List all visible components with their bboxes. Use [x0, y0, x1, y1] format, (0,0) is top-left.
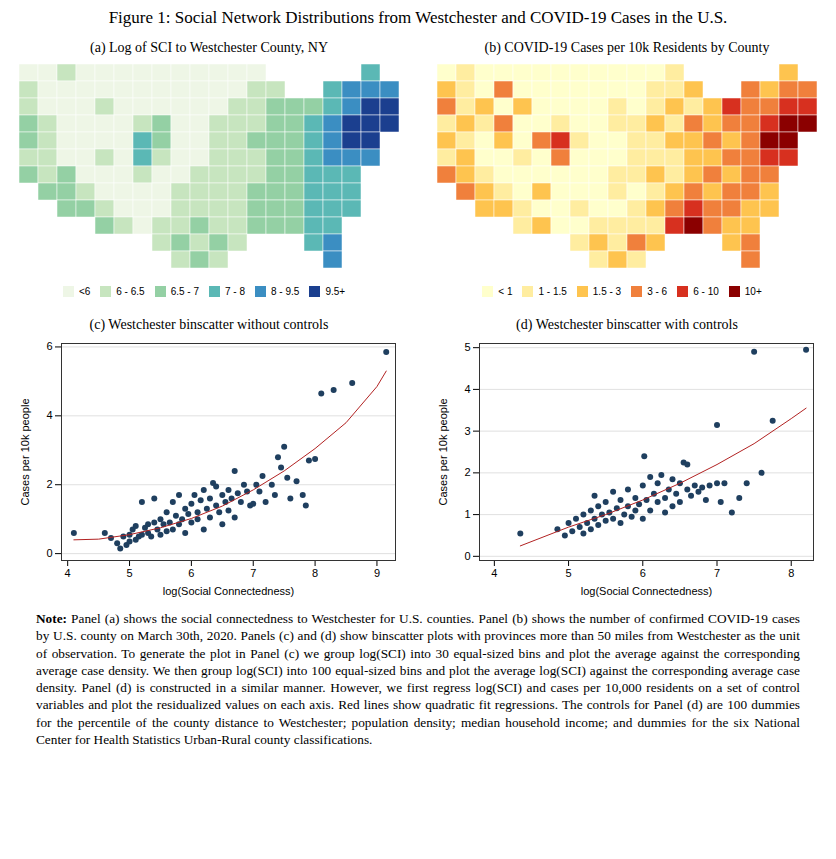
svg-text:8: 8	[312, 567, 318, 579]
svg-text:2: 2	[46, 478, 52, 490]
svg-text:4: 4	[65, 567, 71, 579]
html-text:(b) COVID-19 Cases per 10k Res: (b) COVID-19 Cases per 10k Residents by …	[484, 40, 770, 55]
html-text:Note: Panel (a) shows the soci: Note: Panel (a) shows the social connect…	[36, 611, 800, 747]
svg-text:5: 5	[566, 567, 572, 579]
svg-text:9: 9	[374, 567, 380, 579]
html-text:3 - 6: 3 - 6	[647, 286, 668, 297]
html-text:Figure 1: Social Network Distr: Figure 1: Social Network Distributions f…	[108, 8, 728, 27]
html-text:<6: <6	[78, 286, 91, 297]
svg-text:4: 4	[46, 409, 52, 421]
html-text:(a) Log of SCI to Westchester: (a) Log of SCI to Westchester County, NY	[90, 40, 328, 55]
html-text:6 - 6.5: 6 - 6.5	[116, 286, 145, 297]
svg-text:1: 1	[464, 508, 470, 520]
html-text:9.5+: 9.5+	[325, 286, 346, 297]
svg-text:0: 0	[464, 550, 470, 562]
svg-text:5: 5	[126, 567, 132, 579]
html-text:(c) Westchester binscatter wit: (c) Westchester binscatter without contr…	[89, 317, 329, 332]
html-text:(d) Westchester binscatter wit: (d) Westchester binscatter with controls	[516, 317, 738, 332]
svg-text:0: 0	[46, 547, 52, 559]
svg-text:2: 2	[464, 466, 470, 478]
html-text:1.5 - 3: 1.5 - 3	[592, 286, 622, 297]
svg-text:7: 7	[714, 567, 720, 579]
svg-text:4: 4	[464, 383, 470, 395]
html-text:1 - 1.5: 1 - 1.5	[538, 286, 567, 297]
svg-text:6: 6	[46, 340, 52, 352]
svg-text:4: 4	[491, 567, 497, 579]
svg-text:5: 5	[464, 341, 470, 353]
html-text:7 - 8: 7 - 8	[225, 286, 245, 297]
html-text:6 - 10: 6 - 10	[693, 286, 719, 297]
svg-text:6: 6	[188, 567, 194, 579]
svg-text:Cases per 10k people: Cases per 10k people	[437, 398, 449, 505]
html-text:6.5 - 7: 6.5 - 7	[170, 286, 199, 297]
svg-text:7: 7	[250, 567, 256, 579]
html-text:< 1: < 1	[498, 286, 513, 297]
svg-text:3: 3	[464, 425, 470, 437]
svg-text:log(Social Connectedness): log(Social Connectedness)	[581, 585, 712, 597]
html-text:10+: 10+	[744, 286, 762, 297]
svg-text:8: 8	[788, 567, 794, 579]
svg-text:log(Social Connectedness): log(Social Connectedness)	[163, 585, 294, 597]
html-text:8 - 9.5: 8 - 9.5	[271, 286, 300, 297]
svg-text:Cases per 10k people: Cases per 10k people	[19, 398, 31, 505]
svg-text:6: 6	[640, 567, 646, 579]
